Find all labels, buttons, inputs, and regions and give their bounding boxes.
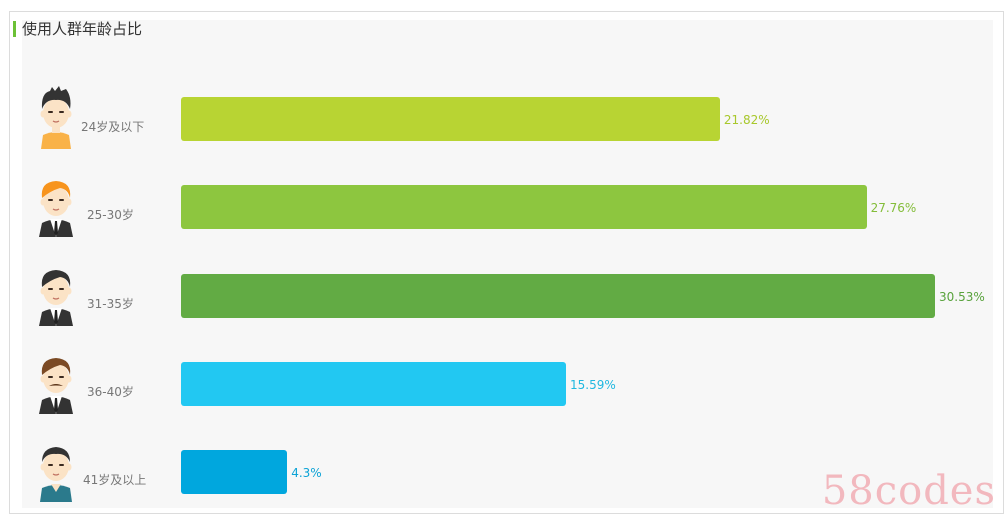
mustache-man-icon — [39, 357, 73, 414]
chart-panel — [22, 20, 993, 508]
ginger-man-suit-icon — [39, 181, 73, 238]
category-label: 24岁及以下 — [81, 120, 145, 134]
bar — [181, 185, 867, 230]
category-label: 41岁及以上 — [83, 473, 147, 488]
older-man-icon — [40, 447, 72, 503]
watermark: 58codes — [821, 468, 996, 514]
value-label: 4.3% — [291, 466, 322, 481]
chart-frame — [9, 11, 1004, 514]
bar — [181, 97, 720, 141]
businessman-icon — [39, 269, 73, 326]
bar — [181, 450, 288, 495]
value-label: 30.53% — [939, 289, 985, 304]
chart-title: 使用人群年龄占比 — [13, 19, 142, 39]
value-label: 15.59% — [570, 377, 616, 392]
value-label: 27.76% — [870, 201, 917, 216]
value-label: 21.82% — [723, 113, 770, 127]
bar — [181, 273, 935, 318]
young-boy-icon — [40, 86, 72, 149]
category-label: 36-40岁 — [87, 384, 134, 399]
category-label: 31-35岁 — [87, 296, 134, 311]
chart-title-text: 使用人群年龄占比 — [22, 20, 143, 38]
title-accent-bar — [13, 21, 16, 37]
bar — [181, 361, 567, 406]
category-label: 25-30岁 — [87, 208, 134, 223]
